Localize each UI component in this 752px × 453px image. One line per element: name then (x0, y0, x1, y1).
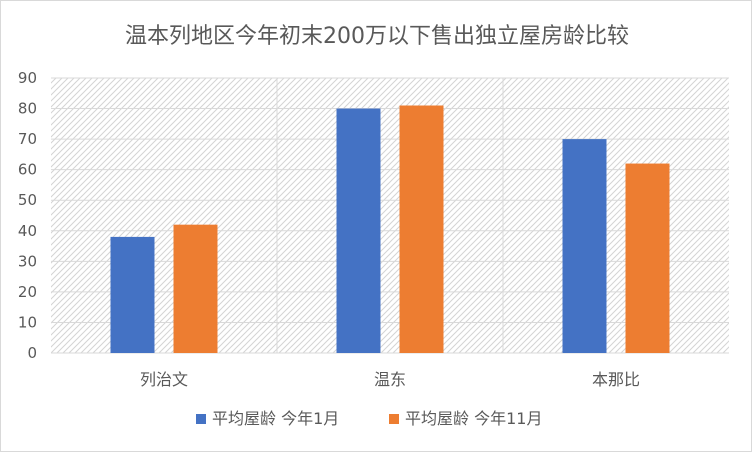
gridlines (51, 77, 729, 354)
chart-title: 温本列地区今年初末200万以下售出独立屋房龄比较 (125, 24, 629, 49)
y-tick-label: 30 (18, 252, 37, 270)
legend-swatch (389, 414, 399, 424)
x-axis-categories: 列治文 温东 本那比 (140, 370, 640, 389)
plot-area (51, 78, 729, 353)
bar (173, 224, 218, 353)
bar (336, 108, 381, 353)
x-category-label: 列治文 (140, 370, 188, 389)
legend-swatch (196, 414, 206, 424)
y-tick-label: 0 (27, 344, 37, 362)
y-tick-label: 40 (18, 222, 37, 240)
x-category-label: 温东 (374, 370, 406, 389)
legend-label: 平均屋龄 今年11月 (405, 409, 542, 428)
bar (625, 163, 670, 353)
bar (399, 105, 444, 353)
bar (110, 236, 155, 353)
y-axis-ticks: 0 10 20 30 40 50 60 70 80 90 (18, 69, 37, 362)
y-tick-label: 90 (18, 69, 37, 87)
legend: 平均屋龄 今年1月 平均屋龄 今年11月 (196, 409, 542, 428)
x-category-label: 本那比 (592, 370, 640, 389)
y-tick-label: 70 (18, 130, 37, 148)
y-tick-label: 10 (18, 313, 37, 331)
y-tick-label: 80 (18, 100, 37, 118)
y-tick-label: 20 (18, 283, 37, 301)
bar (562, 139, 607, 353)
y-tick-label: 60 (18, 161, 37, 179)
legend-label: 平均屋龄 今年1月 (212, 409, 339, 428)
bars (110, 105, 670, 353)
y-tick-label: 50 (18, 191, 37, 209)
